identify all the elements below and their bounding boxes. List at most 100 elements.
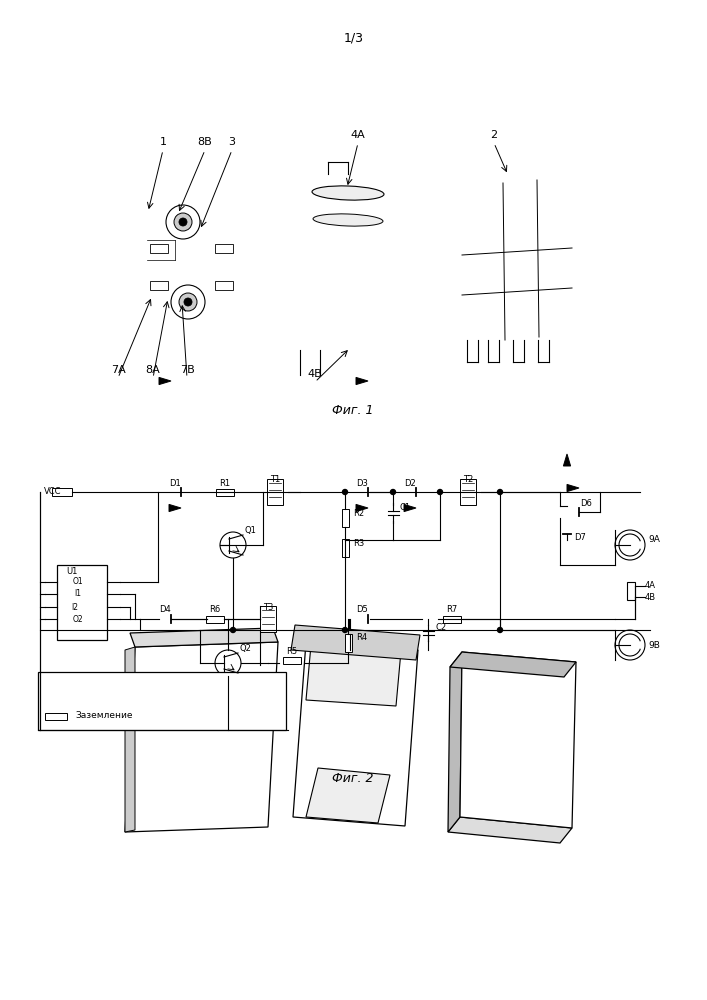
Text: R5: R5	[286, 647, 298, 656]
Bar	[45, 713, 67, 720]
Polygon shape	[356, 504, 368, 512]
Polygon shape	[125, 647, 135, 832]
Circle shape	[438, 489, 443, 494]
Text: VCC: VCC	[44, 488, 62, 496]
Text: Фиг. 1: Фиг. 1	[332, 403, 374, 416]
Text: Q2: Q2	[239, 644, 251, 652]
Bar	[344, 634, 351, 652]
Circle shape	[179, 293, 197, 311]
Text: 9A: 9A	[648, 534, 660, 544]
Circle shape	[166, 205, 200, 239]
Bar	[150, 244, 168, 253]
Text: U1: U1	[66, 568, 77, 576]
Text: D4: D4	[159, 605, 171, 614]
Polygon shape	[404, 504, 416, 512]
Circle shape	[184, 298, 192, 306]
Ellipse shape	[313, 214, 383, 226]
Text: 4B: 4B	[308, 369, 322, 379]
Circle shape	[230, 628, 235, 633]
Text: I1: I1	[74, 589, 81, 598]
Polygon shape	[169, 504, 181, 512]
Text: D3: D3	[356, 479, 368, 488]
Text: C2: C2	[435, 624, 446, 633]
Text: 4A: 4A	[645, 582, 656, 590]
Text: 3: 3	[228, 137, 235, 147]
Text: 7B: 7B	[180, 365, 194, 375]
Text: D5: D5	[356, 605, 368, 614]
Polygon shape	[306, 634, 402, 706]
Bar	[341, 509, 349, 527]
Circle shape	[342, 489, 348, 494]
Polygon shape	[291, 625, 420, 660]
Bar	[215, 281, 233, 290]
Bar	[460, 479, 476, 505]
Ellipse shape	[312, 186, 384, 200]
Polygon shape	[125, 642, 278, 832]
Text: R3: R3	[353, 538, 364, 548]
Text: 4A: 4A	[351, 130, 366, 140]
Bar	[206, 615, 224, 622]
Circle shape	[498, 489, 503, 494]
Circle shape	[390, 489, 395, 494]
Circle shape	[220, 532, 246, 558]
Text: Фиг. 2: Фиг. 2	[332, 772, 374, 784]
Text: 2: 2	[491, 130, 498, 140]
Bar	[341, 539, 349, 557]
Polygon shape	[448, 817, 572, 843]
Text: 7A: 7A	[110, 365, 125, 375]
Text: O1: O1	[73, 578, 83, 586]
Text: D1: D1	[169, 479, 181, 488]
Text: 4B: 4B	[645, 592, 656, 601]
Text: R2: R2	[353, 508, 364, 518]
Circle shape	[171, 285, 205, 319]
Text: 8B: 8B	[198, 137, 212, 147]
Text: R7: R7	[446, 605, 457, 614]
Polygon shape	[448, 652, 462, 832]
Polygon shape	[159, 377, 171, 385]
Text: D2: D2	[404, 479, 416, 488]
Polygon shape	[567, 484, 579, 492]
Bar	[260, 606, 276, 632]
Text: C1: C1	[400, 504, 411, 512]
Polygon shape	[306, 768, 390, 823]
Text: 1/3: 1/3	[344, 31, 364, 44]
Text: I2: I2	[71, 602, 78, 611]
Text: 8A: 8A	[146, 365, 160, 375]
Bar	[216, 488, 234, 495]
Text: Заземление: Заземление	[75, 710, 132, 720]
Polygon shape	[293, 642, 418, 826]
Text: D6: D6	[580, 499, 592, 508]
Circle shape	[615, 530, 645, 560]
Polygon shape	[450, 652, 576, 677]
Circle shape	[615, 630, 645, 660]
Bar	[443, 615, 461, 622]
Bar	[215, 244, 233, 253]
Bar	[57, 565, 107, 640]
Text: O2: O2	[73, 614, 83, 624]
Circle shape	[342, 628, 348, 633]
Bar	[150, 281, 168, 290]
Text: R1: R1	[219, 479, 230, 488]
Circle shape	[215, 650, 241, 676]
Text: R6: R6	[209, 605, 221, 614]
Text: R4: R4	[356, 634, 367, 643]
Polygon shape	[356, 377, 368, 385]
Bar	[52, 488, 72, 496]
Bar	[267, 479, 283, 505]
Polygon shape	[460, 652, 576, 828]
Circle shape	[179, 218, 187, 226]
Text: T1: T1	[270, 475, 280, 484]
Text: 1: 1	[160, 137, 167, 147]
Bar	[283, 656, 301, 664]
Text: Q1: Q1	[244, 526, 256, 534]
Text: D7: D7	[574, 532, 586, 542]
Circle shape	[174, 213, 192, 231]
Polygon shape	[130, 628, 278, 647]
Circle shape	[498, 628, 503, 633]
Text: T2: T2	[463, 475, 473, 484]
Bar	[627, 582, 635, 600]
Text: T3: T3	[263, 602, 273, 611]
Bar	[38, 672, 286, 730]
Polygon shape	[563, 454, 571, 466]
Text: 9B: 9B	[648, 641, 660, 650]
